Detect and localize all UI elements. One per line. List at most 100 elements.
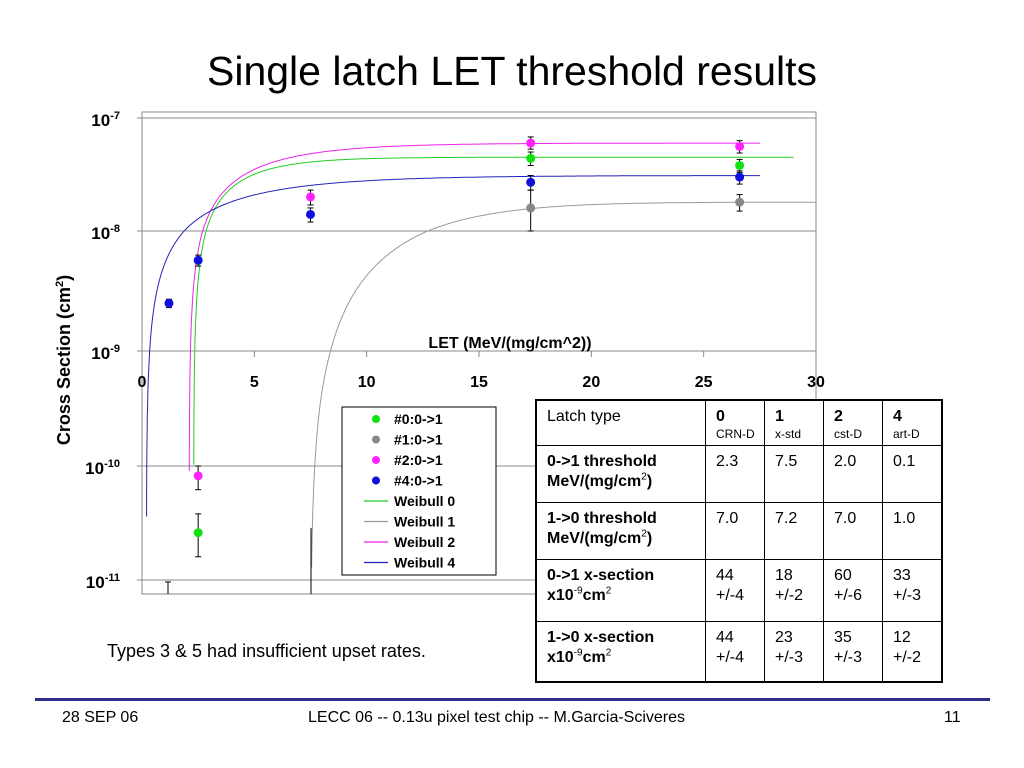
col-subtitle: art-D — [893, 427, 920, 441]
x-tick-label: 30 — [807, 374, 825, 391]
col-subtitle: cst-D — [834, 427, 862, 441]
page-title: Single latch LET threshold results — [206, 48, 817, 94]
y-tick-label: 10-9 — [91, 343, 120, 363]
row-label-sup2: 2 — [605, 585, 612, 597]
note-text: Types 3 & 5 had insufficient upset rates… — [107, 641, 426, 661]
row-label-sup: -9 — [573, 585, 583, 597]
row-label-line2: MeV/(mg/cm — [547, 530, 642, 547]
table-cell: 2.0 — [823, 445, 883, 503]
weibull-fit-curve — [188, 142, 760, 471]
row-label-sup: -9 — [573, 647, 583, 659]
legend-label: Weibull 0 — [394, 493, 455, 509]
data-point — [164, 298, 174, 308]
data-point — [735, 141, 745, 151]
x-tick-label: 15 — [470, 374, 488, 391]
y-axis-label: Cross Section (cm2) — [54, 275, 74, 445]
legend-marker — [372, 435, 380, 444]
cell-value: 7.0 — [834, 510, 857, 527]
col-number: 0 — [716, 408, 725, 425]
table-row: 1->0 threshold MeV/(mg/cm2) 7.0 7.2 7.0 1… — [535, 502, 943, 560]
x-tick-label: 0 — [138, 374, 147, 391]
cell-value: 60 — [834, 567, 852, 584]
table-header-cell: 2 cst-D — [823, 399, 883, 446]
table-header-cell: 1 x-std — [764, 399, 824, 446]
table-header-row: Latch type 0 CRN-D 1 x-std 2 cst-D 4 art-D — [535, 399, 943, 446]
legend-label: #0:0->1 — [394, 411, 443, 427]
data-point — [526, 138, 536, 148]
table-row: 0->1 threshold MeV/(mg/cm2) 2.3 7.5 2.0 0… — [535, 445, 943, 503]
x-axis-label: LET (MeV/(mg/cm^2)) — [428, 335, 591, 352]
cell-error: +/-3 — [775, 649, 804, 666]
y-tick-exponent: -11 — [105, 572, 120, 584]
y-tick-exponent: -10 — [104, 458, 120, 470]
row-label-line2: x10 — [547, 649, 574, 666]
cell-value: 2.3 — [716, 453, 739, 470]
x-tick-label: 5 — [250, 374, 259, 391]
cell-value: 7.0 — [716, 510, 739, 527]
footer-divider — [35, 698, 990, 701]
data-point — [735, 172, 745, 182]
row-label-sup: 2 — [641, 471, 647, 483]
weibull-fit-curve — [146, 175, 760, 517]
y-tick-label: 10-8 — [91, 223, 120, 243]
table-cell: 7.0 — [823, 502, 883, 560]
cell-error: +/-4 — [716, 587, 745, 604]
cell-value: 18 — [775, 567, 793, 584]
cell-error: +/-3 — [893, 587, 922, 604]
table-header-cell: 4 art-D — [882, 399, 943, 446]
row-label-end: ) — [646, 473, 653, 490]
data-point — [735, 197, 745, 207]
legend-label: #2:0->1 — [394, 452, 443, 468]
data-point — [526, 177, 536, 187]
footer-center-text: LECC 06 -- 0.13u pixel test chip -- M.Ga… — [308, 709, 686, 726]
cell-value: 7.5 — [775, 453, 798, 470]
footer-date: 28 SEP 06 — [62, 709, 139, 726]
table-cell: 7.0 — [705, 502, 765, 560]
y-axis-label-end: ) — [54, 275, 74, 281]
row-label-line2: MeV/(mg/cm — [547, 473, 642, 490]
data-point — [193, 255, 203, 265]
x-tick-label: 20 — [582, 374, 600, 391]
latch-type-label: Latch type — [547, 408, 621, 425]
row-label-line1: 0->1 threshold — [547, 453, 657, 470]
data-point — [526, 153, 536, 163]
legend-label: #4:0->1 — [394, 473, 443, 489]
table-cell: 33 +/-3 — [882, 559, 943, 622]
table-header-label: Latch type — [535, 399, 706, 446]
cell-value: 2.0 — [834, 453, 857, 470]
row-label-end: ) — [646, 530, 653, 547]
footer-page-number: 11 — [944, 709, 961, 726]
row-label: 0->1 x-section x10-9cm2 — [535, 559, 706, 622]
row-label: 0->1 threshold MeV/(mg/cm2) — [535, 445, 706, 503]
col-number: 4 — [893, 408, 902, 425]
legend-marker — [372, 476, 380, 485]
table-cell: 60 +/-6 — [823, 559, 883, 622]
row-label-line1: 0->1 x-section — [547, 567, 655, 584]
y-tick-label: 10-7 — [91, 110, 120, 130]
weibull-fit-curve — [311, 201, 817, 568]
legend-box — [341, 406, 497, 576]
table-cell: 35 +/-3 — [823, 621, 883, 682]
legend-marker — [372, 456, 380, 464]
legend-label: Weibull 4 — [394, 555, 455, 571]
row-label-sup: 2 — [641, 528, 647, 540]
row-label-line1: 1->0 threshold — [547, 510, 657, 527]
table-cell: 1.0 — [882, 502, 943, 560]
data-point — [193, 471, 203, 481]
table-cell: 44 +/-4 — [705, 621, 765, 682]
cell-value: 35 — [834, 629, 852, 646]
table-header-cell: 0 CRN-D — [705, 399, 765, 446]
y-tick-label: 10-10 — [85, 458, 120, 478]
y-tick-exponent: -9 — [110, 343, 120, 355]
row-label-line1: 1->0 x-section — [547, 629, 655, 646]
row-label-line2: x10 — [547, 587, 574, 604]
cell-error: +/-2 — [893, 649, 922, 666]
y-tick-exponent: -7 — [110, 110, 120, 122]
y-axis-label-sup: 2 — [54, 281, 66, 287]
col-subtitle: x-std — [775, 427, 802, 441]
legend-marker — [372, 415, 380, 423]
cell-error: +/-4 — [716, 649, 745, 666]
row-label: 1->0 x-section x10-9cm2 — [535, 621, 706, 682]
data-point — [735, 160, 745, 170]
